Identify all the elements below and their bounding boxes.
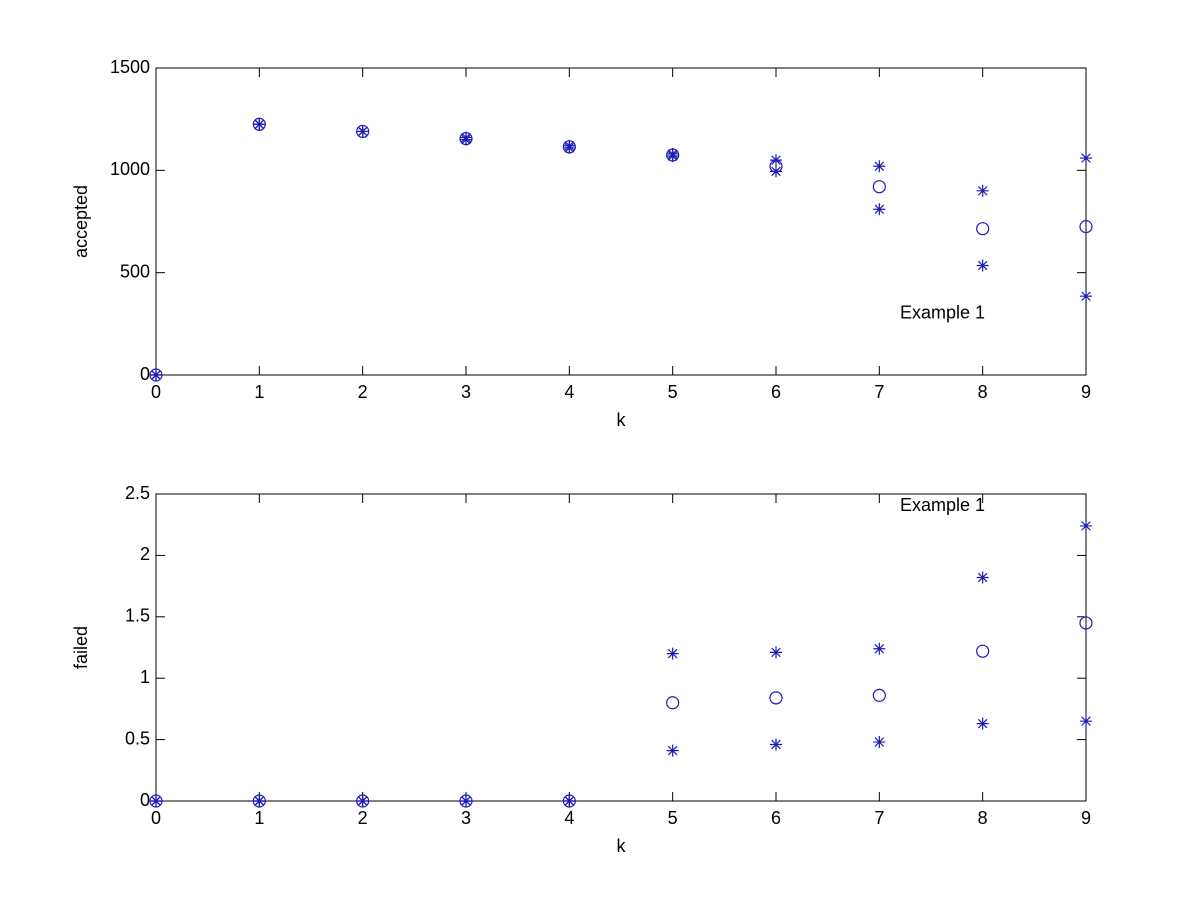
star-marker (1080, 519, 1092, 532)
star-marker (1080, 715, 1092, 728)
x-axis-label: k (617, 836, 627, 856)
x-tick-label: 1 (254, 808, 264, 828)
circle-marker (872, 180, 886, 194)
y-tick-label: 1 (140, 667, 150, 687)
star-marker (253, 795, 266, 807)
y-tick-label: 0 (140, 364, 150, 384)
star-marker (976, 184, 989, 197)
x-tick-label: 0 (151, 382, 161, 402)
star-marker (666, 647, 679, 660)
circle-marker (976, 644, 990, 658)
star-marker (976, 717, 989, 730)
x-tick-label: 9 (1081, 382, 1091, 402)
circle-marker (769, 691, 783, 705)
x-tick-label: 2 (358, 382, 368, 402)
star-marker (770, 646, 782, 659)
star-marker (563, 795, 576, 807)
star-marker (356, 125, 369, 138)
x-tick-label: 0 (151, 808, 161, 828)
x-tick-label: 4 (564, 808, 574, 828)
star-marker (150, 795, 162, 807)
star-marker (356, 795, 369, 807)
y-tick-label: 500 (120, 261, 150, 281)
y-tick-label: 2 (140, 544, 150, 564)
x-tick-label: 2 (358, 808, 368, 828)
x-tick-label: 5 (668, 808, 678, 828)
circle-marker (976, 222, 990, 236)
y-axis-label: failed (71, 626, 91, 669)
star-marker (873, 203, 886, 216)
y-tick-label: 1.5 (125, 606, 150, 626)
star-marker (770, 738, 782, 751)
x-tick-label: 8 (978, 382, 988, 402)
x-tick-label: 6 (771, 808, 781, 828)
star-marker (1080, 290, 1092, 303)
star-marker (770, 154, 782, 167)
y-axis-label: accepted (71, 185, 91, 258)
y-tick-label: 0.5 (125, 728, 150, 748)
annotation: Example 1 (900, 302, 985, 322)
star-marker (563, 141, 576, 154)
star-marker (770, 165, 782, 178)
y-tick-label: 1000 (110, 159, 150, 179)
star-marker (873, 160, 886, 173)
star-marker (460, 795, 472, 807)
circle-marker (1079, 616, 1093, 630)
circle-marker (1079, 220, 1093, 234)
x-tick-label: 7 (874, 382, 884, 402)
star-marker (460, 133, 472, 146)
x-axis-label: k (617, 410, 627, 430)
annotation: Example 1 (900, 495, 985, 515)
y-tick-label: 2.5 (125, 483, 150, 503)
x-tick-label: 6 (771, 382, 781, 402)
star-marker (666, 150, 679, 163)
x-tick-label: 4 (564, 382, 574, 402)
x-tick-label: 7 (874, 808, 884, 828)
star-marker (666, 744, 679, 757)
star-marker (253, 118, 266, 131)
x-tick-label: 3 (461, 382, 471, 402)
star-marker (976, 259, 989, 272)
star-marker (873, 736, 886, 749)
star-marker (976, 571, 989, 584)
y-tick-label: 1500 (110, 57, 150, 77)
x-tick-label: 9 (1081, 808, 1091, 828)
star-marker (1080, 152, 1092, 165)
circle-marker (872, 688, 886, 702)
axes-frame (155, 493, 1087, 802)
x-tick-label: 5 (668, 382, 678, 402)
x-tick-label: 1 (254, 382, 264, 402)
x-tick-label: 3 (461, 808, 471, 828)
axes-frame (155, 67, 1087, 376)
star-marker (150, 369, 162, 381)
y-tick-label: 0 (140, 790, 150, 810)
x-tick-label: 8 (978, 808, 988, 828)
star-marker (873, 642, 886, 655)
circle-marker (666, 696, 680, 710)
